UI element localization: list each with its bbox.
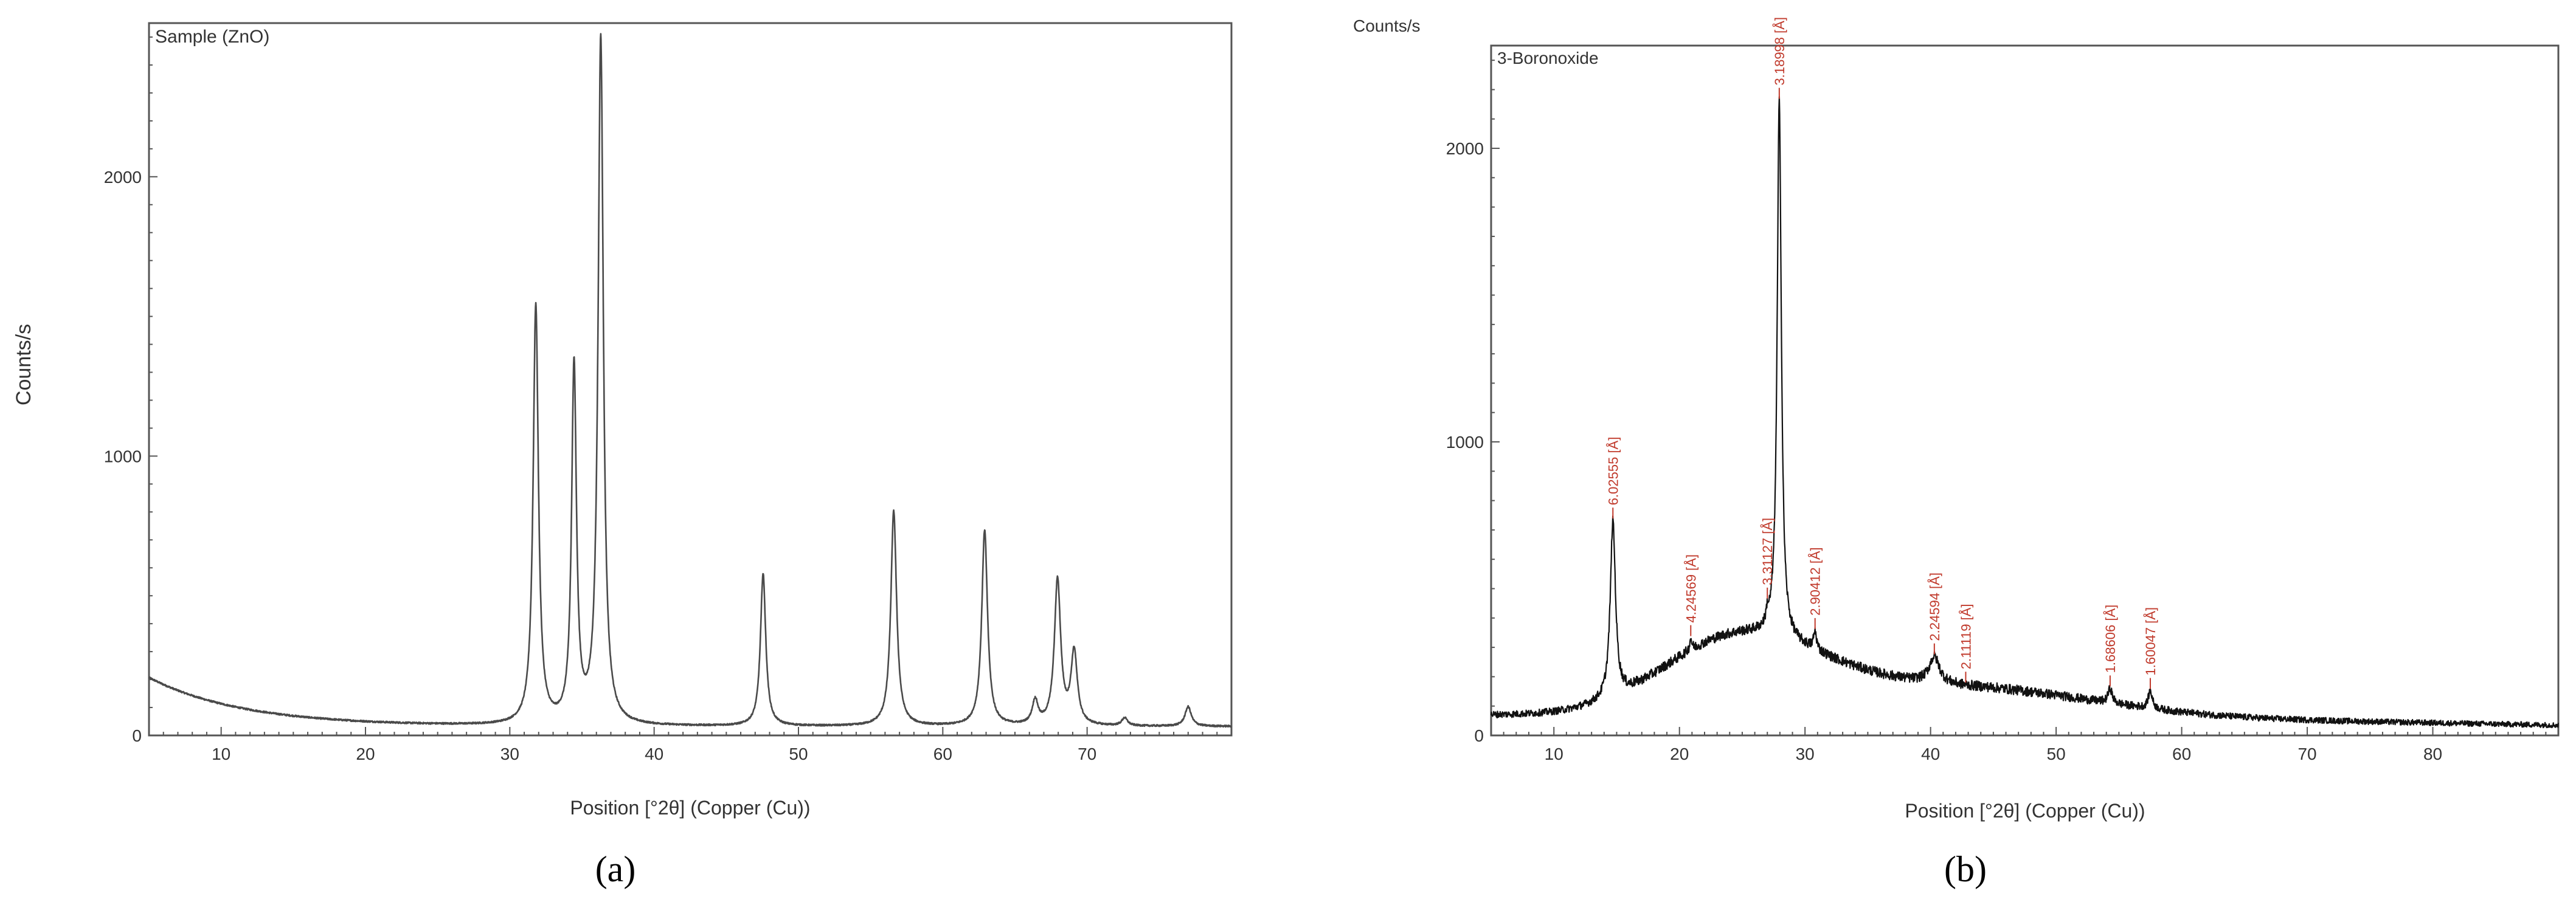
panel-b-peak-label: 2.11119 [Å] bbox=[1959, 604, 1974, 670]
panel-b-peak-label: 2.90412 [Å] bbox=[1808, 547, 1823, 616]
panel-b-peak-label: 1.68606 [Å] bbox=[2103, 605, 2118, 673]
panel-b-plot-frame bbox=[1490, 44, 2560, 737]
panel-b-x-tick-label: 30 bbox=[1796, 745, 1815, 763]
panel-a-x-tick-label: 40 bbox=[645, 745, 663, 763]
panel-b-peak-label: 3.18998 [Å] bbox=[1772, 17, 1787, 86]
panel-a-label: (a) bbox=[595, 849, 636, 889]
panel-b-x-tick-label: 50 bbox=[2047, 745, 2066, 763]
panel-a-x-tick-label: 20 bbox=[356, 745, 375, 763]
panel-b-peak-label: 3.31127 [Å] bbox=[1760, 518, 1775, 585]
panel-a-y-tick-label: 0 bbox=[132, 726, 142, 745]
panel-b-y-tick-label: 1000 bbox=[1446, 433, 1484, 452]
panel-b-y-axis-label: Counts/s bbox=[1353, 16, 1421, 35]
panel-a-x-tick-label: 70 bbox=[1078, 745, 1096, 763]
panel-a-y-axis-label: Counts/s bbox=[12, 324, 35, 405]
panel-a-y-tick-label: 1000 bbox=[104, 447, 142, 466]
panel-b-peak-label: 6.02555 [Å] bbox=[1605, 437, 1621, 506]
panel-a-x-ticks: 10 20 30 40 50 60 70 bbox=[148, 727, 1232, 763]
panel-b-series-line bbox=[1490, 96, 2559, 729]
panel-b-x-tick-label: 70 bbox=[2297, 745, 2316, 763]
panel-b-x-tick-label: 20 bbox=[1670, 745, 1689, 763]
panel-a-x-tick-label: 30 bbox=[500, 745, 519, 763]
panel-a-series-line bbox=[148, 33, 1232, 728]
panel-b-y-tick-label: 0 bbox=[1474, 726, 1484, 745]
panel-b-x-ticks: 10 20 30 40 50 60 70 80 bbox=[1491, 727, 2559, 763]
panel-b-x-axis-label: Position [°2θ] (Copper (Cu)) bbox=[1905, 800, 2145, 822]
panel-b-label: (b) bbox=[1944, 849, 1987, 889]
panel-b-peak-label: 4.24569 [Å] bbox=[1683, 554, 1698, 623]
panel-b-y-ticks: 0 1000 2000 bbox=[1446, 60, 1500, 745]
panel-b-peak-label: 1.60047 [Å] bbox=[2143, 607, 2158, 676]
panel-b-x-tick-label: 80 bbox=[2423, 745, 2442, 763]
panel-a-x-tick-label: 10 bbox=[212, 745, 230, 763]
panel-a-x-tick-label: 50 bbox=[789, 745, 808, 763]
panel-a-x-axis-label: Position [°2θ] (Copper (Cu)) bbox=[570, 797, 810, 819]
panel-a-y-ticks: 0 1000 2000 bbox=[104, 36, 158, 745]
panel-b-chart: Counts/s 3-Boronoxide Position [°2θ] (Co… bbox=[1353, 16, 2560, 889]
panel-a-chart: Sample (ZnO) Counts/s Position [°2θ] (Co… bbox=[12, 22, 1233, 889]
panel-b-peak-label: 2.24594 [Å] bbox=[1927, 573, 1942, 641]
panel-b-title: 3-Boronoxide bbox=[1497, 49, 1599, 67]
panel-a-plot-frame bbox=[148, 22, 1233, 737]
panel-b-peak-annotations: 6.02555 [Å] 4.24569 [Å] 3.31127 [Å] 3.18998… bbox=[1605, 17, 2158, 689]
panel-b-y-tick-label: 2000 bbox=[1446, 139, 1484, 158]
panel-a-x-tick-label: 60 bbox=[933, 745, 952, 763]
panel-a-title: Sample (ZnO) bbox=[155, 27, 269, 47]
panel-b-x-tick-label: 10 bbox=[1545, 745, 1563, 763]
panel-b-x-tick-label: 40 bbox=[1921, 745, 1940, 763]
panel-b-x-tick-label: 60 bbox=[2172, 745, 2191, 763]
panel-a-y-tick-label: 2000 bbox=[104, 168, 142, 187]
